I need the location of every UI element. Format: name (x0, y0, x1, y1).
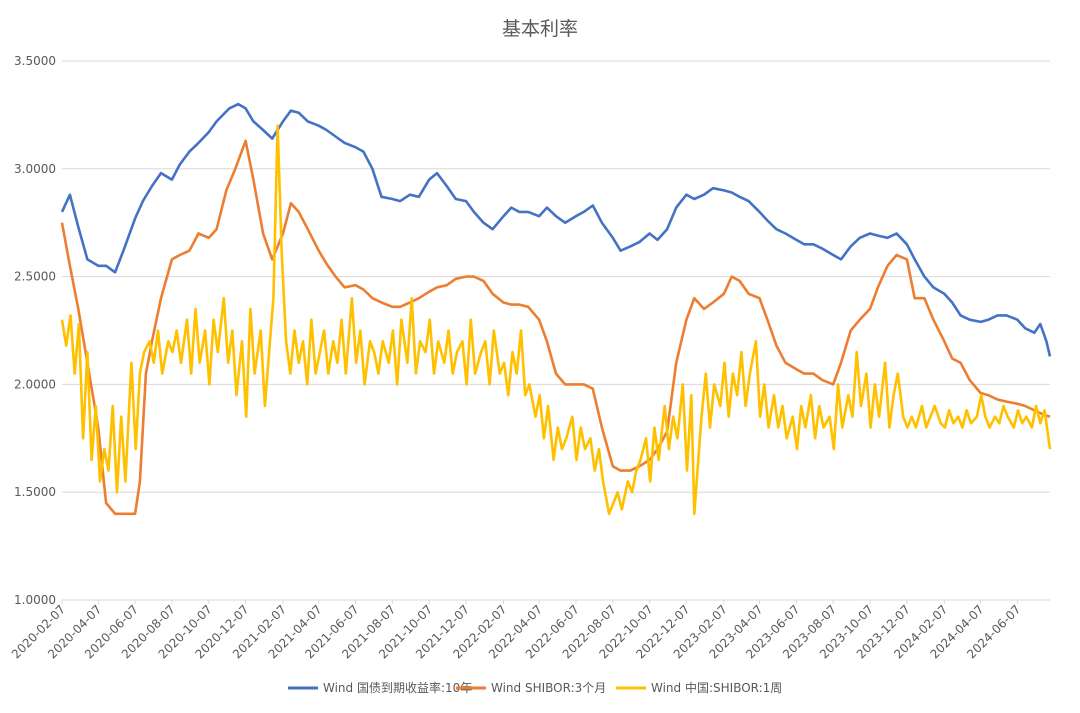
legend: Wind 国债到期收益率:10年 Wind SHIBOR:3个月 Wind 中国:S… (288, 680, 782, 695)
y-tick-label: 3.5000 (14, 54, 56, 68)
legend-label-0: Wind 国债到期收益率:10年 (323, 680, 472, 695)
y-axis-ticks: 1.0000 1.5000 2.0000 2.5000 3.0000 3.5000 (14, 54, 56, 607)
series-line-0 (60, 102, 1052, 357)
legend-label-2: Wind 中国:SHIBOR:1周 (651, 680, 782, 695)
legend-label-1: Wind SHIBOR:3个月 (491, 681, 606, 695)
grid-lines (62, 60, 1050, 601)
series-line-2 (60, 124, 1052, 516)
y-tick-label: 2.5000 (14, 270, 56, 284)
y-tick-label: 3.0000 (14, 162, 56, 176)
y-tick-label: 1.5000 (14, 485, 56, 499)
x-axis-ticks: 2020-02-072020-04-072020-06-072020-08-07… (9, 600, 1024, 661)
chart-title: 基本利率 (502, 18, 578, 40)
series-line-1 (60, 139, 1051, 516)
y-tick-label: 1.0000 (14, 593, 56, 607)
series-lines (60, 102, 1052, 516)
y-tick-label: 2.0000 (14, 377, 56, 391)
